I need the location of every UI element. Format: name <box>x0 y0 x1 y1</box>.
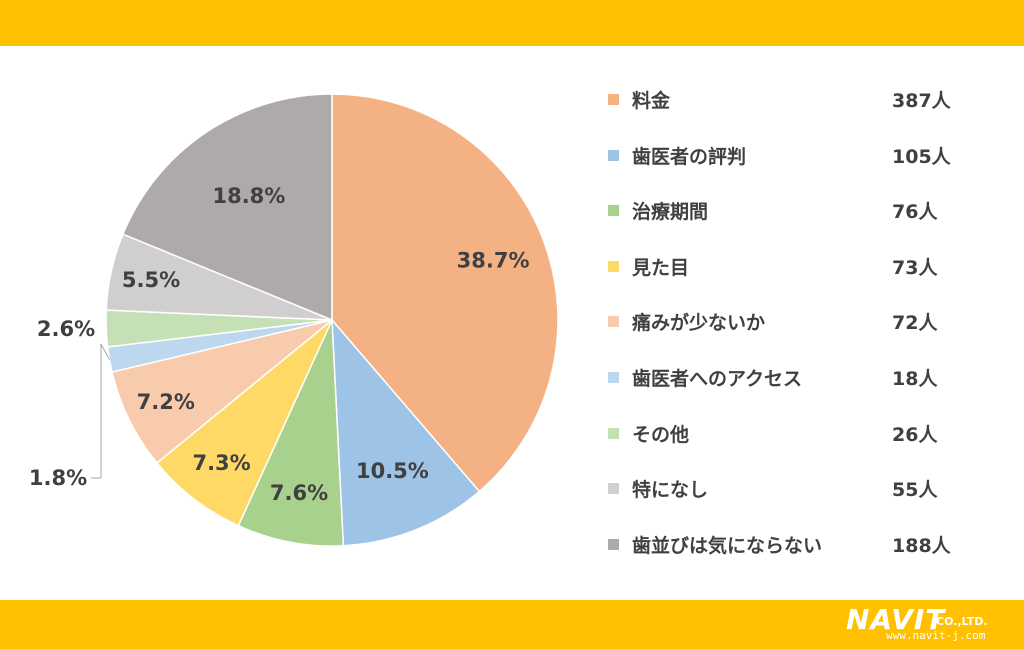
legend-label: 料金 <box>632 90 671 112</box>
slice-label-7: 2.6% <box>37 317 95 341</box>
legend-item: 治療期間 76人 <box>608 193 968 249</box>
pie-chart: 38.7% 10.5% 7.6% 7.3% 7.2% 1.8% 2.6% 5.5% 18.8% <box>29 93 559 547</box>
legend-item: 歯並びは気にならない 188人 <box>608 527 968 583</box>
logo-url: www.navit-j.com <box>886 629 986 642</box>
legend-label: その他 <box>632 423 690 446</box>
legend-label: 歯並びは気にならない <box>632 534 823 557</box>
legend-count: 73人 <box>892 256 938 279</box>
company-logo: NAVIT CO.,LTD. www.navit-j.com <box>846 604 1018 644</box>
slice-label-4: 7.3% <box>192 451 250 475</box>
legend-count: 26人 <box>892 423 938 446</box>
pie-slice-3 <box>237 319 345 547</box>
legend-item: 痛みが少ないか 72人 <box>608 304 968 360</box>
legend-item: その他 26人 <box>608 416 968 472</box>
pie-slice-5 <box>111 319 333 465</box>
pie-slice-1 <box>331 93 559 493</box>
leader-line-6 <box>91 343 110 479</box>
legend-count: 387人 <box>892 90 951 112</box>
slice-label-8: 5.5% <box>122 268 180 292</box>
legend-swatch <box>608 371 619 383</box>
legend-count: 188人 <box>892 534 951 557</box>
pie-slice-2 <box>331 317 481 547</box>
slice-label-6: 1.8% <box>29 466 87 490</box>
legend-label: 歯医者へのアクセス <box>632 367 803 390</box>
slice-label-9: 18.8% <box>212 184 285 208</box>
legend-swatch <box>608 316 619 328</box>
pie-slice-4 <box>155 319 333 527</box>
pie-slice-9 <box>121 93 333 322</box>
legend-count: 72人 <box>892 312 938 335</box>
slice-label-1: 38.7% <box>457 248 530 272</box>
legend-swatch <box>608 149 619 161</box>
legend-count: 18人 <box>892 367 938 390</box>
legend-item: 歯医者へのアクセス 18人 <box>608 360 968 416</box>
legend-item: 料金 387人 <box>608 82 968 138</box>
slice-label-2: 10.5% <box>356 459 429 483</box>
legend-label: 治療期間 <box>632 201 709 224</box>
legend-swatch <box>608 427 619 439</box>
legend-count: 55人 <box>892 479 938 502</box>
legend: 料金 387人 歯医者の評判 105人 治療期間 76人 見た目 73人 痛みが少ないか 72人歯… <box>608 82 968 582</box>
legend-swatch <box>608 483 619 495</box>
legend-item: 見た目 73人 <box>608 249 968 305</box>
bottom-band <box>0 600 1024 649</box>
legend-item: 特になし 55人 <box>608 471 968 527</box>
legend-count: 105人 <box>892 145 951 168</box>
logo-suffix: CO.,LTD. <box>936 615 988 628</box>
legend-label: 特になし <box>632 479 709 502</box>
legend-label: 歯医者の評判 <box>632 145 747 168</box>
legend-label: 痛みが少ないか <box>632 312 766 335</box>
legend-label: 見た目 <box>632 256 690 279</box>
legend-swatch <box>608 94 619 105</box>
legend-swatch <box>608 260 619 272</box>
logo-name: NAVIT <box>846 603 946 636</box>
legend-swatch <box>608 205 619 217</box>
legend-count: 76人 <box>892 201 938 224</box>
legend-item: 歯医者の評判 105人 <box>608 138 968 194</box>
slice-label-5: 7.2% <box>137 390 195 414</box>
legend-swatch <box>608 538 619 550</box>
slice-label-3: 7.6% <box>270 481 328 505</box>
top-band <box>0 0 1024 46</box>
